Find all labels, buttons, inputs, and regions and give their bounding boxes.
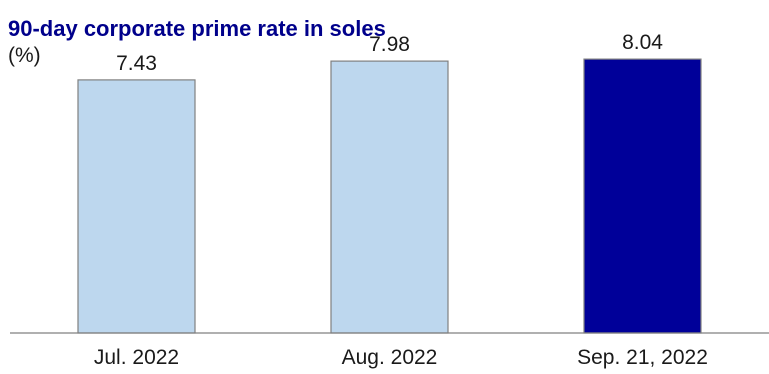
- bar-value-label-3: 8.04: [622, 31, 663, 54]
- x-tick-label-2: Aug. 2022: [342, 346, 438, 369]
- bar-1: [77, 79, 196, 334]
- bar-3: [583, 58, 702, 334]
- x-tick-label-3: Sep. 21, 2022: [577, 346, 708, 369]
- bar-2: [330, 60, 449, 334]
- chart-title: 90-day corporate prime rate in soles: [8, 16, 386, 41]
- bar-value-label-2: 7.98: [369, 33, 410, 56]
- x-tick-label-1: Jul. 2022: [94, 346, 179, 369]
- chart-unit-label: (%): [8, 44, 41, 67]
- bar-value-label-1: 7.43: [116, 52, 157, 75]
